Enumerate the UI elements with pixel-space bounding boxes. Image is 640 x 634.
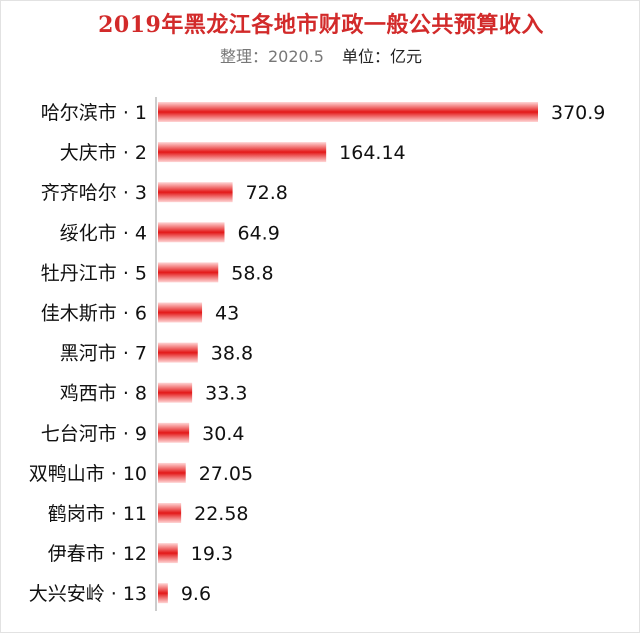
category-label: 大兴安岭 · 13 — [29, 583, 147, 605]
unit-note: 单位：亿元 — [341, 47, 422, 66]
bar — [158, 422, 190, 443]
value-label: 27.05 — [199, 463, 253, 485]
value-label: 22.58 — [194, 503, 248, 525]
value-label: 19.3 — [191, 543, 233, 565]
category-label: 鸡西市 · 8 — [60, 383, 147, 405]
bar — [158, 342, 198, 363]
bar — [158, 222, 225, 243]
bars-group: 哈尔滨市 · 1 370.9 大庆市 · 2 164.14 齐齐哈尔 · 3 72.8 绥化… — [29, 102, 605, 605]
value-label: 30.4 — [202, 423, 244, 445]
value-label: 164.14 — [339, 142, 405, 164]
bar — [158, 142, 327, 163]
category-label: 七台河市 · 9 — [41, 423, 147, 445]
value-label: 43 — [215, 303, 239, 325]
value-label: 9.6 — [181, 583, 211, 605]
bar — [158, 182, 233, 203]
category-label: 齐齐哈尔 · 3 — [41, 182, 147, 204]
category-label: 大庆市 · 2 — [60, 142, 147, 164]
bar — [158, 543, 178, 564]
category-label: 鹤岗市 · 11 — [48, 503, 147, 525]
bar — [158, 262, 219, 283]
category-label: 牡丹江市 · 5 — [41, 262, 147, 284]
category-label: 伊春市 · 12 — [48, 543, 147, 565]
category-label: 哈尔滨市 · 1 — [41, 102, 147, 124]
chart-title: 2019年黑龙江各地市财政一般公共预算收入 — [98, 12, 544, 38]
chart-subtitle: 整理：2020.5 单位：亿元 — [1, 43, 640, 67]
value-label: 38.8 — [211, 343, 253, 365]
bar — [158, 503, 182, 523]
value-label: 64.9 — [237, 222, 279, 244]
compile-date-note: 整理：2020.5 — [219, 47, 324, 66]
value-label: 58.8 — [231, 262, 273, 284]
category-label: 佳木斯市 · 6 — [41, 303, 147, 325]
bar — [158, 583, 168, 604]
value-label: 370.9 — [551, 102, 605, 124]
bar — [158, 102, 538, 122]
category-label: 黑河市 · 7 — [60, 343, 147, 365]
bar — [158, 462, 186, 483]
category-label: 绥化市 · 4 — [60, 222, 147, 244]
bar — [158, 382, 193, 403]
category-label: 双鸭山市 · 10 — [29, 463, 147, 485]
bar — [158, 302, 203, 323]
value-label: 33.3 — [205, 383, 247, 405]
value-label: 72.8 — [246, 182, 288, 204]
